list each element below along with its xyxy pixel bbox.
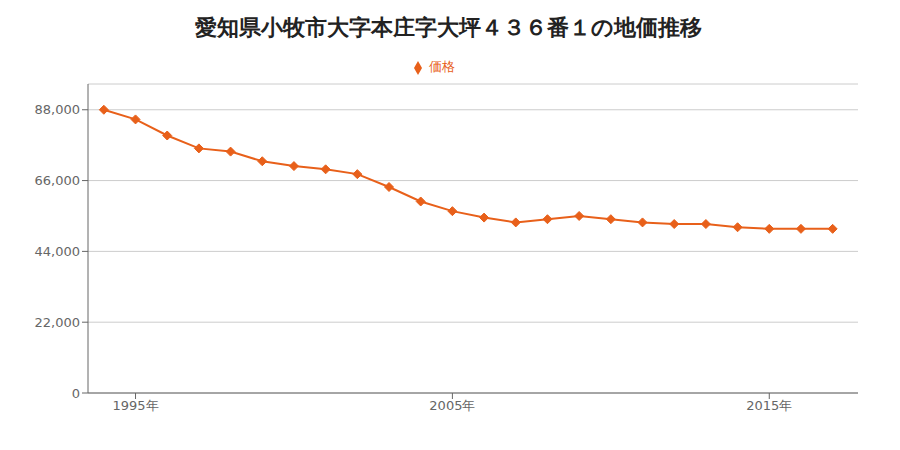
svg-text:1995年: 1995年 [112,398,158,413]
html-text:価格: 価格 [429,59,455,74]
svg-text:44,000: 44,000 [35,244,81,259]
svg-text:88,000: 88,000 [35,102,81,117]
svg-text:2015年: 2015年 [746,398,792,413]
svg-text:2005年: 2005年 [429,398,475,413]
svg-text:22,000: 22,000 [35,315,81,330]
svg-text:66,000: 66,000 [35,173,81,188]
svg-text:0: 0 [72,386,80,401]
html-text:愛知県小牧市大字本庄字大坪４３６番１の地価推移: 愛知県小牧市大字本庄字大坪４３６番１の地価推移 [194,15,702,40]
